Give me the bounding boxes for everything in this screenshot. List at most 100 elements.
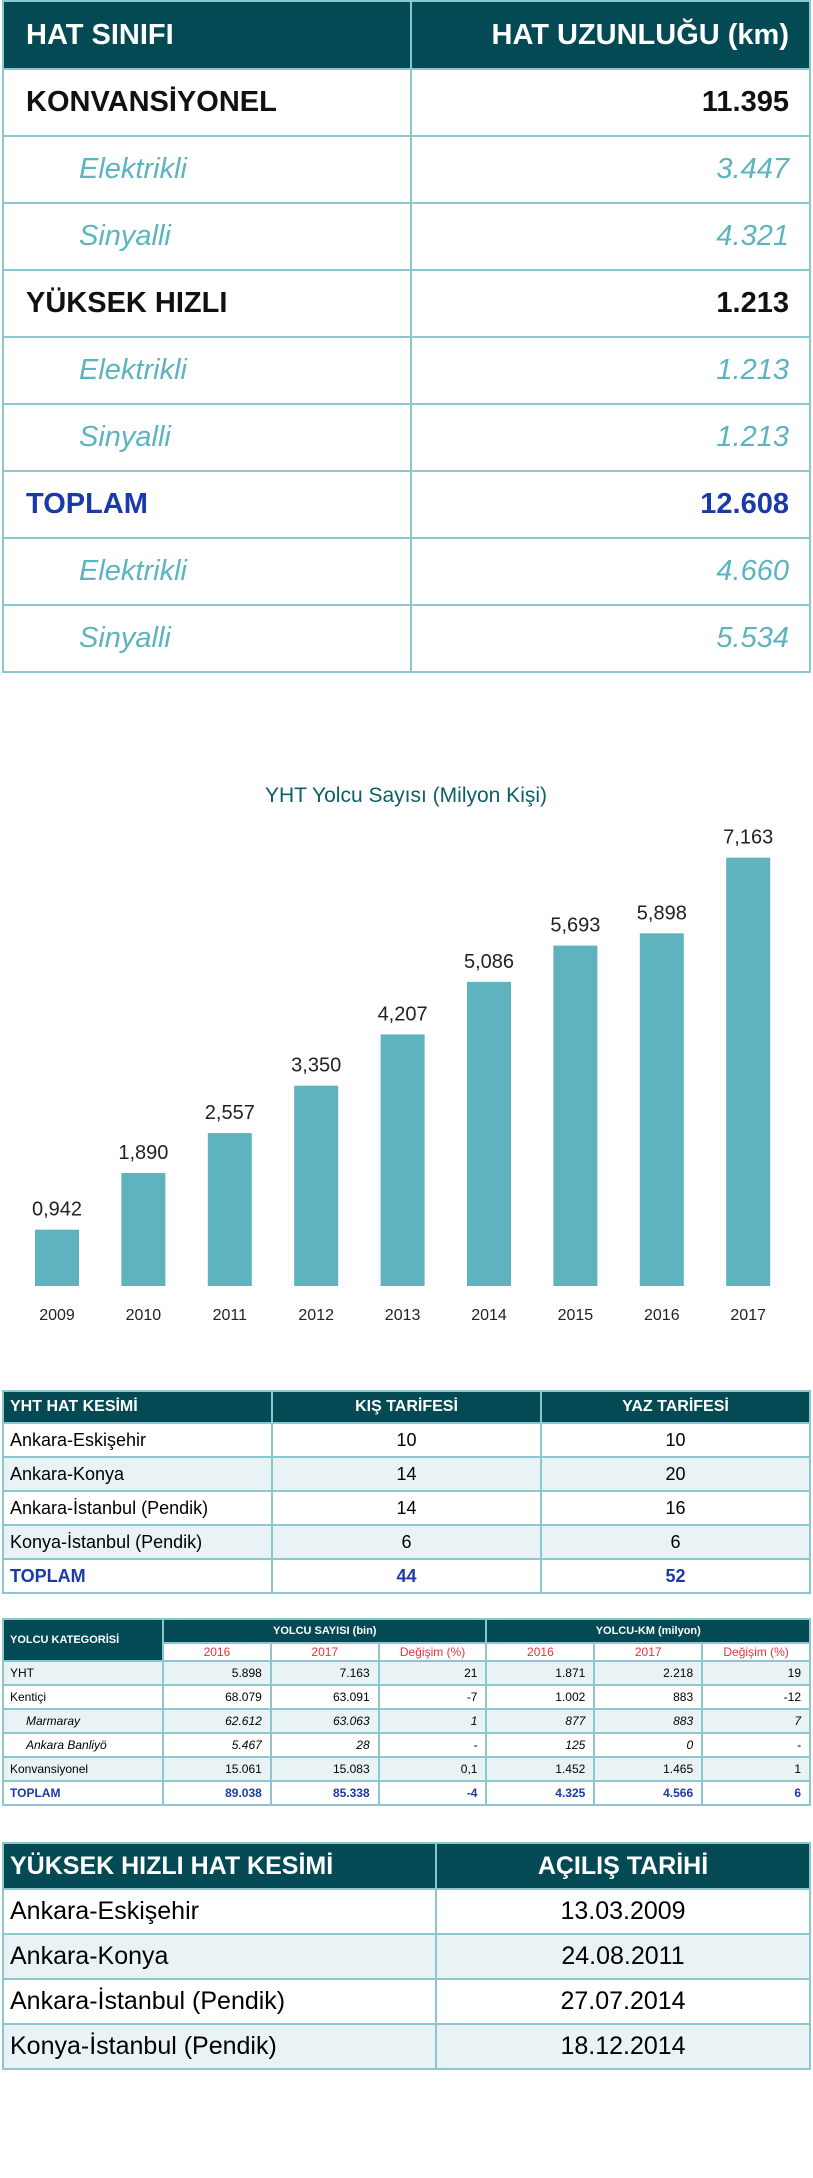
line-class: Sinyalli (2, 202, 412, 271)
value-cell: 883 (593, 1684, 704, 1710)
bar (35, 1229, 79, 1286)
category-name: Marmaray (2, 1708, 164, 1734)
value-cell: 877 (485, 1708, 596, 1734)
value-cell: 21 (377, 1660, 488, 1686)
value-cell: 1.002 (485, 1684, 596, 1710)
category-name: Kentiçi (2, 1684, 164, 1710)
x-tick-label: 2012 (298, 1307, 334, 1324)
value-cell: 89.038 (162, 1780, 272, 1806)
opening-date: 24.08.2011 (435, 1933, 811, 1980)
line-length: 1.213 (410, 269, 811, 338)
value-cell: 1.465 (593, 1756, 704, 1782)
value-cell: 883 (593, 1708, 704, 1734)
value-cell: 5.898 (162, 1660, 272, 1686)
line-length: 3.447 (410, 135, 811, 204)
value-cell: 4.325 (485, 1780, 596, 1806)
value-cell: 62.612 (162, 1708, 272, 1734)
value-cell: 0 (593, 1732, 704, 1758)
section-name: Ankara-İstanbul (Pendik) (2, 1978, 437, 2025)
header-passenger-km: YOLCU-KM (milyon) (485, 1618, 811, 1644)
table-row: Ankara-Konya 14 20 (2, 1456, 811, 1492)
category-name: Konvansiyonel (2, 1756, 164, 1782)
line-length: 4.321 (410, 202, 811, 271)
trip-count: 20 (540, 1456, 811, 1492)
opening-dates-table: YÜKSEK HIZLI HAT KESİMİ AÇILIŞ TARİHİ An… (2, 1842, 811, 2070)
category-name: YHT (2, 1660, 164, 1686)
value-cell: - (701, 1732, 811, 1758)
section-name: Ankara-Eskişehir (2, 1888, 437, 1935)
weekly-trips-table: YHT HAT KESİMİ KIŞ TARİFESİ YAZ TARİFESİ… (2, 1390, 811, 1594)
trip-count: 16 (540, 1490, 811, 1526)
subheader: Değişim (%) (377, 1642, 488, 1662)
trip-count: 6 (271, 1524, 542, 1560)
data-label: 2,557 (205, 1102, 255, 1124)
value-cell: 85.338 (269, 1780, 380, 1806)
value-cell: 68.079 (162, 1684, 272, 1710)
header-category: YOLCU KATEGORİSİ (2, 1618, 164, 1662)
value-cell: -4 (377, 1780, 488, 1806)
value-cell: 4.566 (593, 1780, 704, 1806)
line-length: 11.395 (410, 68, 811, 137)
subheader: 2017 (593, 1642, 704, 1662)
header-section: YHT HAT KESİMİ (2, 1390, 273, 1424)
subheader: 2016 (162, 1642, 272, 1662)
table-row: TOPLAM 12.608 (2, 470, 811, 539)
section-name: TOPLAM (2, 1558, 273, 1594)
x-tick-label: 2010 (126, 1307, 162, 1324)
table-row: Kentiçi 68.079 63.091 -7 1.002 883 -12 (2, 1684, 811, 1710)
data-label: 3,350 (291, 1055, 341, 1077)
table-row: YHT 5.898 7.163 21 1.871 2.218 19 (2, 1660, 811, 1686)
opening-date: 27.07.2014 (435, 1978, 811, 2025)
value-cell: 28 (269, 1732, 380, 1758)
line-length: 12.608 (410, 470, 811, 539)
x-tick-label: 2015 (558, 1307, 594, 1324)
table-row: Konvansiyonel 15.061 15.083 0,1 1.452 1.465 1 (2, 1756, 811, 1782)
value-cell: 1 (701, 1756, 811, 1782)
opening-date: 13.03.2009 (435, 1888, 811, 1935)
x-tick-label: 2017 (730, 1307, 766, 1324)
value-cell: 63.063 (269, 1708, 380, 1734)
value-cell: -7 (377, 1684, 488, 1710)
value-cell: 0,1 (377, 1756, 488, 1782)
table-row: Sinyalli 1.213 (2, 403, 811, 472)
line-length: 1.213 (410, 336, 811, 405)
table-row: TOPLAM 89.038 85.338 -4 4.325 4.566 6 (2, 1780, 811, 1806)
value-cell: 63.091 (269, 1684, 380, 1710)
line-class: TOPLAM (2, 470, 412, 539)
x-tick-label: 2016 (644, 1307, 680, 1324)
line-class: KONVANSİYONEL (2, 68, 412, 137)
bar (121, 1172, 166, 1286)
section-name: Ankara-Konya (2, 1933, 437, 1980)
x-tick-label: 2013 (385, 1307, 421, 1324)
section-name: Ankara-Konya (2, 1456, 273, 1492)
bar (380, 1034, 425, 1286)
line-length: 1.213 (410, 403, 811, 472)
table-row: Ankara-Eskişehir 10 10 (2, 1422, 811, 1458)
line-length-table: HAT SINIFI HAT UZUNLUĞU (km) KONVANSİYON… (2, 0, 811, 673)
data-label: 0,942 (32, 1199, 82, 1221)
data-label: 7,163 (723, 827, 773, 849)
value-cell: 7.163 (269, 1660, 380, 1686)
table-row: Elektrikli 4.660 (2, 537, 811, 606)
value-cell: 6 (701, 1780, 811, 1806)
value-cell: 19 (701, 1660, 811, 1686)
data-label: 4,207 (378, 1003, 428, 1025)
header-line-length: HAT UZUNLUĞU (km) (410, 0, 811, 70)
value-cell: 2.218 (593, 1660, 704, 1686)
line-class: Elektrikli (2, 537, 412, 606)
header-hs-section: YÜKSEK HIZLI HAT KESİMİ (2, 1842, 437, 1890)
table-row: Konya-İstanbul (Pendik) 6 6 (2, 1524, 811, 1560)
section-name: Konya-İstanbul (Pendik) (2, 1524, 273, 1560)
value-cell: -12 (701, 1684, 811, 1710)
table-row: Elektrikli 1.213 (2, 336, 811, 405)
category-name: TOPLAM (2, 1780, 164, 1806)
value-cell: - (377, 1732, 488, 1758)
x-tick-label: 2009 (39, 1307, 75, 1324)
header-line-class: HAT SINIFI (2, 0, 412, 70)
trip-count: 10 (540, 1422, 811, 1458)
value-cell: 15.083 (269, 1756, 380, 1782)
section-name: Ankara-Eskişehir (2, 1422, 273, 1458)
data-label: 5,693 (550, 915, 600, 937)
data-label: 5,086 (464, 951, 514, 973)
table-row: Ankara Banliyö 5.467 28-125 0- (2, 1732, 811, 1758)
